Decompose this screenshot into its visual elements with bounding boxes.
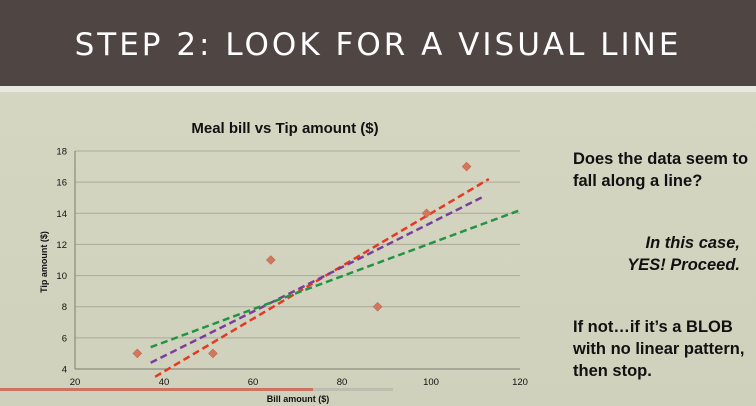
fit-line-2 <box>150 195 485 364</box>
progress-bar-track <box>313 388 393 391</box>
y-tick-label: 8 <box>62 302 67 313</box>
question-text: Does the data seem to fall along a line? <box>573 150 749 190</box>
x-tick-label: 120 <box>512 377 528 388</box>
data-point <box>265 255 276 265</box>
data-point <box>461 161 472 172</box>
answer-line-1: In this case, <box>645 234 740 252</box>
y-tick-label: 14 <box>56 209 67 220</box>
y-tick-label: 4 <box>62 365 67 376</box>
x-tick-label: 80 <box>337 377 348 388</box>
x-tick-label: 100 <box>423 377 439 388</box>
answer-text: In this case, YES! Proceed. <box>560 232 740 276</box>
y-axis-label: Tip amount ($) <box>39 231 49 293</box>
x-tick-label: 60 <box>248 377 259 388</box>
slide-header: STEP 2: LOOK FOR A VISUAL LINE <box>0 0 756 86</box>
fit-line-3 <box>150 208 521 349</box>
chart-title: Meal bill vs Tip amount ($) <box>191 120 378 137</box>
y-tick-label: 10 <box>56 271 67 282</box>
data-points <box>132 161 472 359</box>
x-tick-label: 40 <box>159 377 170 388</box>
chart-axes <box>74 151 520 370</box>
y-tick-label: 12 <box>56 240 67 251</box>
chart-ticks: 4 6 8 10 12 14 16 18 20 40 60 80 100 120 <box>56 147 528 389</box>
data-point <box>421 208 432 219</box>
progress-bar-filled <box>0 388 313 391</box>
data-point <box>372 301 383 312</box>
y-tick-label: 18 <box>56 147 67 158</box>
x-axis-label: Bill amount ($) <box>267 394 330 404</box>
header-divider <box>0 86 756 92</box>
x-tick-label: 20 <box>70 377 81 388</box>
answer-line-2: YES! Proceed. <box>627 256 740 274</box>
slide-title: STEP 2: LOOK FOR A VISUAL LINE <box>74 27 682 63</box>
y-tick-label: 6 <box>62 333 67 344</box>
data-point <box>208 348 218 359</box>
data-point <box>132 348 143 359</box>
chart-grid <box>75 150 520 339</box>
stop-text: If not…if it’s a BLOB with no linear pat… <box>573 318 745 380</box>
y-tick-label: 16 <box>56 178 67 189</box>
fit-lines <box>150 177 521 378</box>
